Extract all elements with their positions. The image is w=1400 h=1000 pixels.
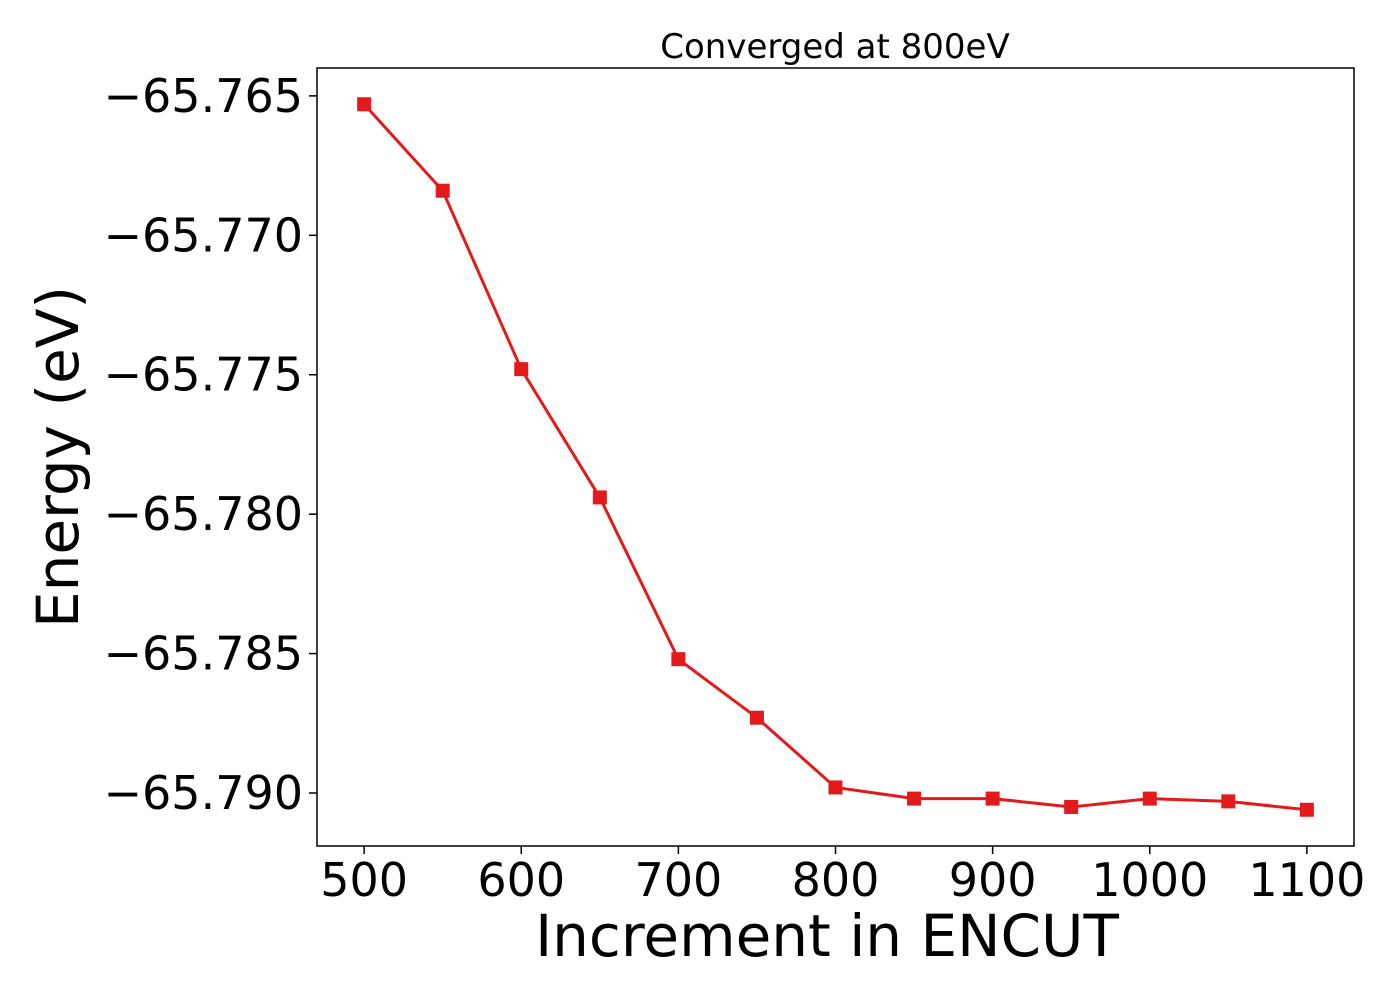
data-point-marker	[1142, 791, 1157, 806]
x-tick-label: 800	[792, 853, 880, 907]
x-tick-label: 600	[477, 853, 565, 907]
x-tick-label: 1000	[1091, 853, 1208, 907]
x-tick-label: 500	[320, 853, 408, 907]
data-point-marker	[1221, 794, 1236, 809]
data-point-marker	[592, 490, 607, 505]
data-point-marker	[1064, 799, 1079, 814]
y-tick-label: −65.785	[104, 627, 304, 681]
y-axis-ticks: −65.765 −65.770 −65.775 −65.780 −65.785 −65.7…	[104, 69, 317, 820]
series-layer	[357, 97, 1314, 817]
x-axis-ticks: 500 600 700 800 900 1000 1100	[320, 846, 1365, 907]
y-tick-label: −65.775	[104, 348, 304, 402]
energy-series-markers	[357, 97, 1314, 817]
y-tick-label: −65.790	[104, 766, 304, 820]
chart-title: Converged at 800eV	[660, 27, 1009, 67]
data-point-marker	[357, 97, 372, 112]
data-point-marker	[1299, 802, 1314, 817]
y-tick-label: −65.770	[104, 208, 304, 262]
data-point-marker	[749, 710, 764, 725]
plot-frame	[316, 67, 1355, 847]
y-tick-label: −65.780	[104, 487, 304, 541]
data-point-marker	[671, 652, 686, 667]
data-point-marker	[514, 362, 529, 377]
x-tick-label: 1100	[1248, 853, 1365, 907]
data-point-marker	[435, 183, 450, 198]
data-point-marker	[828, 780, 843, 795]
x-axis-label: Increment in ENCUT	[535, 902, 1119, 970]
data-point-marker	[907, 791, 922, 806]
data-point-marker	[985, 791, 1000, 806]
x-tick-label: 700	[634, 853, 722, 907]
y-tick-label: −65.765	[104, 69, 304, 123]
x-tick-label: 900	[949, 853, 1037, 907]
y-axis-label: Energy (eV)	[24, 286, 92, 628]
